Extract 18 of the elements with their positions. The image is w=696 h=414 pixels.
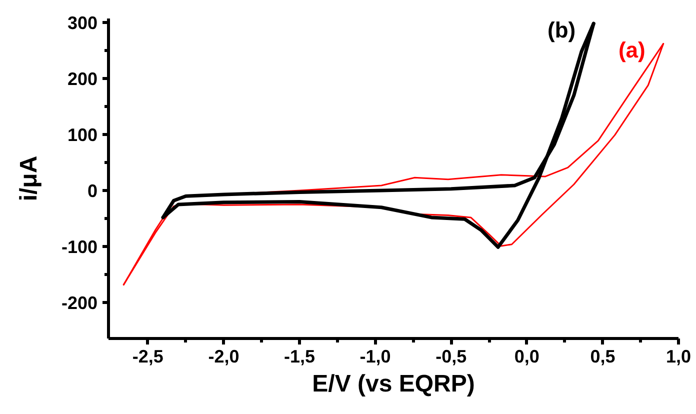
x-tick-label: -2,5 [132, 346, 164, 366]
series-label: (a) [618, 38, 646, 63]
y-tick-label: -100 [61, 237, 98, 258]
x-tick-label: 0,0 [514, 346, 540, 366]
x-tick-label: 0,5 [590, 346, 616, 366]
y-tick-label: 200 [67, 68, 98, 89]
x-tick-label: -0,5 [436, 346, 467, 366]
y-axis-title: i/μA [15, 156, 42, 202]
y-tick-label: 300 [67, 12, 98, 33]
x-axis-title: E/V (vs EQRP) [312, 370, 475, 398]
y-tick-label: 0 [87, 181, 98, 202]
y-tick-label: 100 [67, 125, 98, 146]
x-tick-label: -1,5 [284, 346, 316, 366]
x-tick-label: -2,0 [208, 346, 240, 366]
x-tick-label: -1,0 [360, 346, 391, 366]
y-tick-label: -200 [61, 293, 98, 314]
x-tick-label: 1,0 [666, 346, 692, 366]
series-label: (b) [548, 18, 576, 43]
